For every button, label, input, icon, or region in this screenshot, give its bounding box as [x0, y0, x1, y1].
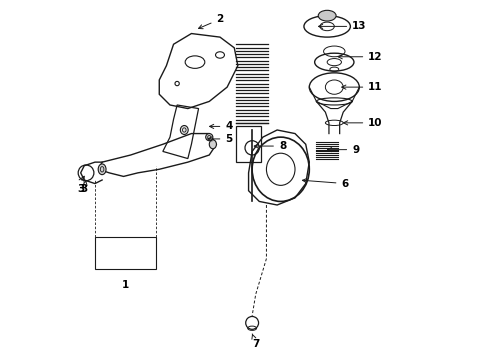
Text: 3: 3	[77, 184, 84, 194]
Text: 3: 3	[81, 181, 88, 194]
Text: 13: 13	[318, 21, 367, 31]
Text: 2: 2	[198, 14, 223, 29]
Text: 12: 12	[338, 52, 383, 62]
Ellipse shape	[98, 164, 106, 175]
Ellipse shape	[209, 140, 217, 149]
Text: 9: 9	[327, 145, 359, 155]
Bar	[236, 126, 261, 162]
Text: 1: 1	[122, 280, 129, 290]
Text: 6: 6	[302, 179, 349, 189]
Ellipse shape	[180, 126, 188, 134]
Text: 4: 4	[210, 121, 233, 131]
Text: 5: 5	[208, 134, 233, 144]
Text: 7: 7	[252, 334, 260, 349]
Bar	[95, 237, 156, 269]
Ellipse shape	[318, 10, 336, 21]
Text: 8: 8	[254, 141, 286, 151]
Text: 11: 11	[342, 82, 383, 92]
Ellipse shape	[206, 134, 213, 141]
Text: 10: 10	[343, 118, 383, 128]
